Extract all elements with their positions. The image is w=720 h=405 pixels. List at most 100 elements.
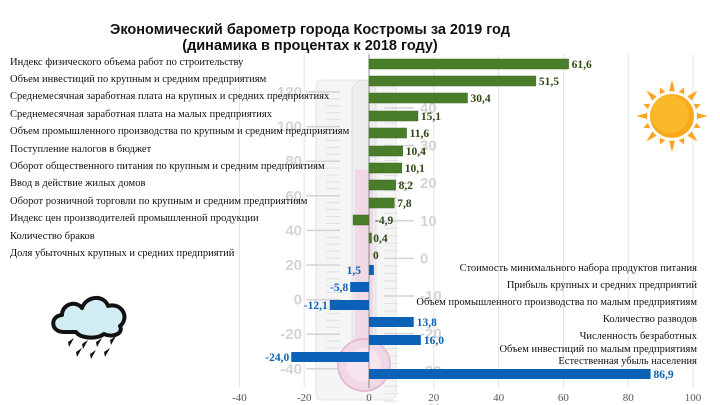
sun-ray — [636, 113, 648, 119]
value-label-positive: -4,9 — [375, 215, 393, 227]
bar-positive — [368, 92, 468, 104]
bar-positive — [368, 232, 372, 244]
bar-negative — [369, 335, 421, 345]
fahrenheit-tick-label: 40 — [285, 222, 302, 239]
value-label-negative: 1,5 — [347, 265, 362, 277]
value-label-negative: 16,0 — [424, 335, 444, 347]
value-label-negative: 86,9 — [654, 369, 674, 381]
fahrenheit-tick-label: -20 — [280, 326, 302, 343]
rain-cloud-icon — [51, 296, 127, 359]
category-label: Поступление налогов в бюджет — [10, 144, 152, 155]
x-axis-ticks: -40 -20 0 20 40 60 80 100 — [232, 392, 702, 404]
celsius-tick-label: -10 — [420, 288, 442, 305]
value-label-positive: 51,5 — [539, 76, 559, 88]
category-label: Естественная убыль населения — [558, 356, 697, 367]
fahrenheit-tick-label: 100 — [277, 119, 302, 136]
value-label-positive: 30,4 — [470, 93, 490, 105]
celsius-tick-label: 30 — [420, 138, 437, 155]
sun-ray — [687, 90, 698, 101]
sun-ray — [696, 113, 708, 119]
x-tick-label: 60 — [558, 392, 570, 404]
sun-icon — [636, 80, 708, 152]
category-label: Стоимость минимального набора продуктов … — [459, 263, 697, 274]
category-label: Индекс цен производителей промышленной п… — [10, 213, 259, 224]
x-tick-label: -40 — [232, 392, 247, 404]
sun-ray — [669, 140, 675, 152]
sun-ray — [693, 103, 701, 110]
value-labels: 61,6 51,5 30,4 15,1 11,6 10,4 10,1 8,2 7,8 -4,9 0,… — [265, 59, 674, 381]
bar-negative — [369, 265, 374, 275]
sun-ray — [643, 122, 651, 129]
x-tick-label: -20 — [297, 392, 312, 404]
bar-negative — [329, 300, 369, 310]
x-tick-label: 80 — [623, 392, 635, 404]
bar-negative — [369, 369, 651, 379]
sun-ray — [643, 103, 651, 110]
fahrenheit-tick-label: 20 — [285, 257, 302, 274]
celsius-tick-label: 40 — [420, 100, 437, 117]
fahrenheit-tick-label: 80 — [285, 153, 302, 170]
x-tick-label: 40 — [493, 392, 505, 404]
sun-ray — [669, 80, 675, 92]
bar-positive — [368, 179, 396, 191]
category-label: Среднемесячная заработная плата на крупн… — [10, 91, 330, 102]
bar-negative — [350, 282, 369, 292]
celsius-tick-label: -20 — [420, 326, 442, 343]
value-label-positive: 7,8 — [397, 198, 412, 210]
sun-ray — [646, 90, 657, 101]
category-label: Количество браков — [10, 231, 95, 242]
category-label: Прибыль крупных и средних предприятий — [506, 280, 697, 291]
fahrenheit-scale-ticks — [306, 91, 340, 370]
bar-positive — [368, 162, 402, 174]
x-tick-label: 20 — [428, 392, 440, 404]
celsius-tick-label: 20 — [420, 175, 437, 192]
bar-positive — [368, 75, 537, 87]
value-label-positive: 0,4 — [373, 233, 388, 245]
celsius-tick-label: 0 — [420, 250, 428, 267]
sun-ray — [678, 87, 685, 95]
category-label: Объем промышленного производства по малы… — [416, 297, 697, 308]
sun-ray — [659, 87, 666, 95]
category-label: Объем промышленного производства по круп… — [10, 126, 350, 137]
value-label-negative: -5,8 — [330, 282, 348, 294]
value-label-positive: 15,1 — [421, 111, 441, 123]
celsius-tick-label: 10 — [420, 213, 437, 230]
category-label: Количество разводов — [602, 314, 697, 325]
value-label-positive: 0 — [373, 250, 379, 262]
value-label-negative: 13,8 — [417, 317, 437, 329]
chart-subtitle: (динамика в процентах к 2018 году) — [182, 38, 438, 54]
value-label-positive: 11,6 — [410, 128, 430, 140]
bar-positive — [368, 145, 403, 157]
category-label: Оборот розничной торговли по крупным и с… — [10, 196, 308, 207]
value-label-positive: 10,1 — [405, 163, 425, 175]
chart-title: Экономический барометр города Костромы з… — [110, 22, 510, 38]
bars — [291, 58, 651, 379]
bar-positive — [368, 127, 407, 139]
value-label-positive: 61,6 — [572, 59, 592, 71]
fahrenheit-tick-label: 60 — [285, 188, 302, 205]
fahrenheit-tick-label: 0 — [294, 292, 302, 309]
category-label: Оборот общественного питания по крупным … — [10, 161, 325, 172]
sun-ray — [678, 137, 685, 145]
x-tick-label: 100 — [685, 392, 702, 404]
fahrenheit-scale: 120 100 80 60 40 20 0 -20 -40 — [277, 84, 302, 378]
bar-negative — [369, 317, 414, 327]
bar-negative — [291, 352, 369, 362]
value-label-negative: -24,0 — [265, 352, 289, 364]
bar-positive — [368, 110, 419, 122]
category-label: Объем инвестиций по крупным и средним пр… — [10, 74, 267, 85]
sun-ray — [646, 131, 657, 142]
value-label-positive: 10,4 — [406, 146, 426, 158]
sun-ray — [659, 137, 666, 145]
celsius-tick-label: -40 — [420, 401, 442, 405]
category-label: Индекс физического объема работ по строи… — [10, 57, 244, 68]
category-label: Среднемесячная заработная плата на малых… — [10, 109, 272, 120]
sun-ray — [687, 131, 698, 142]
value-label-negative: -12,1 — [304, 300, 328, 312]
bar-positive — [368, 197, 395, 209]
value-label-positive: 8,2 — [399, 180, 414, 192]
category-label: Ввод в действие жилых домов — [10, 178, 146, 189]
